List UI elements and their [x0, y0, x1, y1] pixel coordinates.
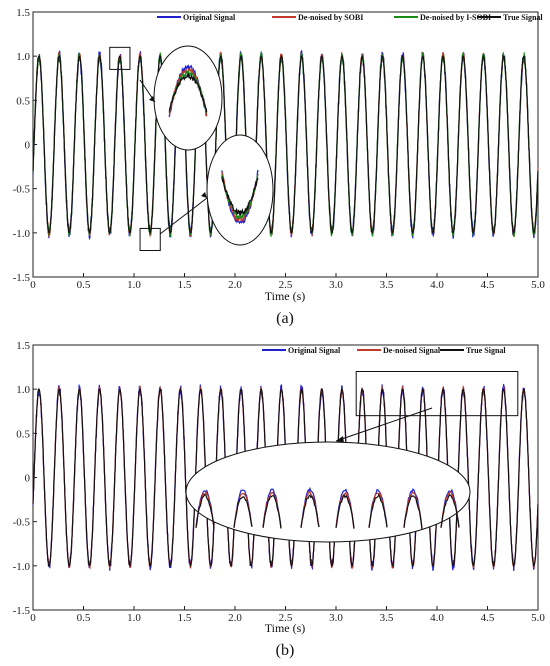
inset-series-line	[262, 495, 282, 529]
inset-series-line	[233, 496, 253, 528]
zoom-arrow	[335, 407, 433, 442]
y-tick-label: 0	[25, 140, 31, 152]
zoom-arrow-head	[149, 96, 155, 102]
series-line-original-signal	[32, 50, 539, 241]
x-tick-label: 1.5	[178, 279, 192, 291]
x-tick-label: 2.5	[279, 612, 293, 624]
x-tick-label: 3.5	[380, 612, 394, 624]
inset-series-line	[300, 494, 320, 528]
legend-entry: De-noised by SOBI	[298, 13, 363, 22]
y-tick-label: 0	[25, 473, 31, 485]
legend-entry: De-noised by I-SOBI	[420, 13, 491, 22]
x-axis-label-b: Time (s)	[265, 621, 306, 635]
x-tick-label: 4.0	[430, 279, 444, 291]
x-tick-label: 1.0	[127, 279, 141, 291]
y-tick-label: -1.0	[13, 228, 31, 240]
plot-frame-a	[32, 11, 539, 278]
x-tick-label: 0.5	[77, 612, 91, 624]
zoom-inset	[153, 45, 223, 151]
y-tick-label: 0.5	[16, 428, 30, 440]
legend-entry: True Signal	[503, 13, 543, 22]
x-tick-label: 2.5	[279, 279, 293, 291]
panel-label-a: (a)	[276, 310, 294, 327]
x-tick-label: 0.5	[77, 279, 91, 291]
panel-label-b: (b)	[276, 642, 295, 659]
y-tick-label: -1.5	[13, 272, 31, 284]
series-line-de-noised-by-sobi	[32, 51, 539, 238]
legend-entry: De-noised Signal	[383, 346, 441, 355]
x-tick-label: 0	[30, 279, 36, 291]
x-tick-label: 3.5	[380, 279, 394, 291]
zoom-inset	[206, 134, 274, 246]
legend-entry: True Signal	[466, 346, 506, 355]
y-tick-label: -0.5	[13, 184, 31, 196]
x-tick-label: 2.0	[228, 279, 242, 291]
y-tick-label: 1.0	[16, 384, 30, 396]
inset-series-line	[221, 176, 259, 216]
y-tick-label: 0.5	[16, 95, 30, 107]
y-tick-label: 1.0	[16, 51, 30, 63]
zoom-arrow-head	[201, 192, 207, 198]
inset-series-line	[403, 495, 423, 529]
x-tick-label: 4.5	[481, 279, 495, 291]
legend-entry: Original Signal	[288, 346, 341, 355]
inset-series-line	[168, 72, 208, 113]
x-tick-label: 3.0	[329, 612, 343, 624]
zoom-box	[355, 371, 519, 417]
inset-series-line	[440, 494, 460, 528]
series-line-true-signal	[32, 55, 539, 234]
y-tick-label: 1.5	[16, 340, 30, 352]
x-tick-label: 0	[30, 612, 36, 624]
zoom-box	[109, 46, 131, 70]
legend-entry: Original Signal	[183, 13, 236, 22]
x-tick-label: 1.0	[127, 612, 141, 624]
series-line-de-noised-by-i-sobi	[32, 51, 539, 238]
x-tick-label: 3.0	[329, 279, 343, 291]
y-tick-label: -1.0	[13, 561, 31, 573]
inset-series-line	[335, 493, 355, 529]
y-tick-label: -1.5	[13, 605, 31, 617]
x-tick-label: 1.5	[178, 612, 192, 624]
y-tick-label: 1.5	[16, 7, 30, 19]
zoom-arrow	[159, 197, 208, 235]
inset-series-line	[195, 493, 215, 529]
x-tick-label: 4.5	[481, 612, 495, 624]
zoom-inset	[185, 441, 471, 543]
chart-panel-a: 0 0.5 1.0 1.5 2.0 2.5 3.0 3.5 4.0 4.5 5.0 -1.5 -1.0 -…	[13, 7, 546, 327]
zoom-box	[139, 227, 161, 252]
zoom-arrow-head	[336, 436, 344, 443]
x-axis-label-a: Time (s)	[265, 289, 306, 303]
chart-panel-b: 0 0.5 1.0 1.5 2.0 2.5 3.0 3.5 4.0 4.5 5.0 -1.5 -1.0 -…	[13, 340, 546, 659]
x-tick-label: 4.0	[430, 612, 444, 624]
inset-series-line	[368, 493, 388, 528]
x-tick-label: 5.0	[531, 612, 545, 624]
y-tick-label: -0.5	[13, 517, 31, 529]
x-tick-label: 2.0	[228, 612, 242, 624]
x-tick-label: 5.0	[531, 279, 545, 291]
